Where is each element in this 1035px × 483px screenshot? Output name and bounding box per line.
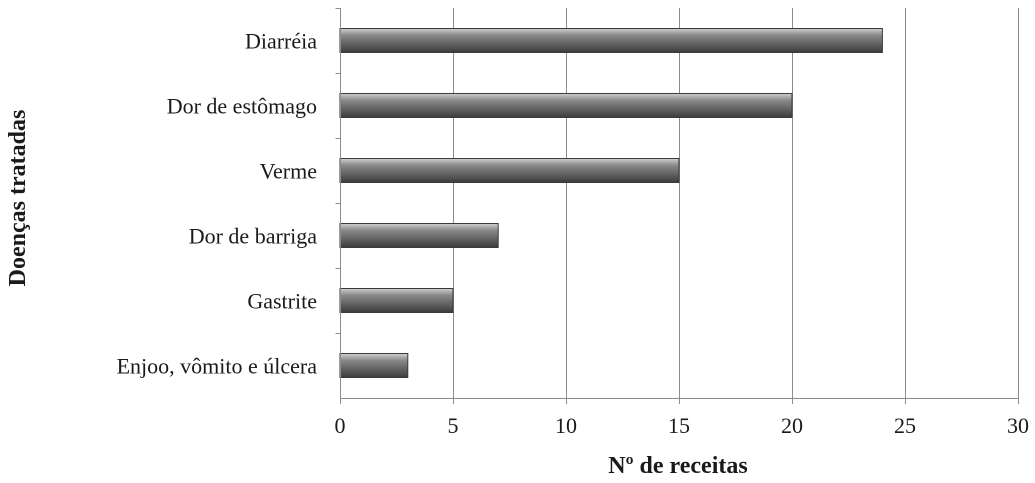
x-tick-label: 5	[448, 413, 459, 438]
y-axis-title: Doenças tratadas	[5, 110, 31, 287]
bar	[339, 223, 499, 248]
x-tick-label: 25	[894, 413, 916, 438]
bar	[339, 288, 454, 313]
category-label: Gastrite	[247, 289, 317, 314]
category-label: Dor de barriga	[189, 224, 318, 249]
bar	[339, 353, 409, 378]
x-tick-label: 10	[555, 413, 577, 438]
x-tick-label: 20	[781, 413, 803, 438]
category-label: Dor de estômago	[167, 94, 317, 119]
x-tick-label: 0	[335, 413, 346, 438]
gridlines	[453, 8, 1019, 398]
category-label: Verme	[260, 159, 317, 184]
x-tick-label: 15	[668, 413, 690, 438]
bar	[339, 93, 793, 118]
x-axis-title: Nº de receitas	[608, 453, 747, 479]
x-tick-label: 30	[1007, 413, 1029, 438]
category-label: Enjoo, vômito e úlcera	[117, 354, 318, 379]
bar	[339, 28, 883, 53]
axes	[335, 8, 1019, 404]
labels: 0 5 10 15 20 25 30 Diarréia Dor de estômago Verme…	[117, 29, 1029, 439]
bars	[339, 28, 883, 378]
bar	[339, 158, 680, 183]
category-label: Diarréia	[245, 29, 317, 54]
